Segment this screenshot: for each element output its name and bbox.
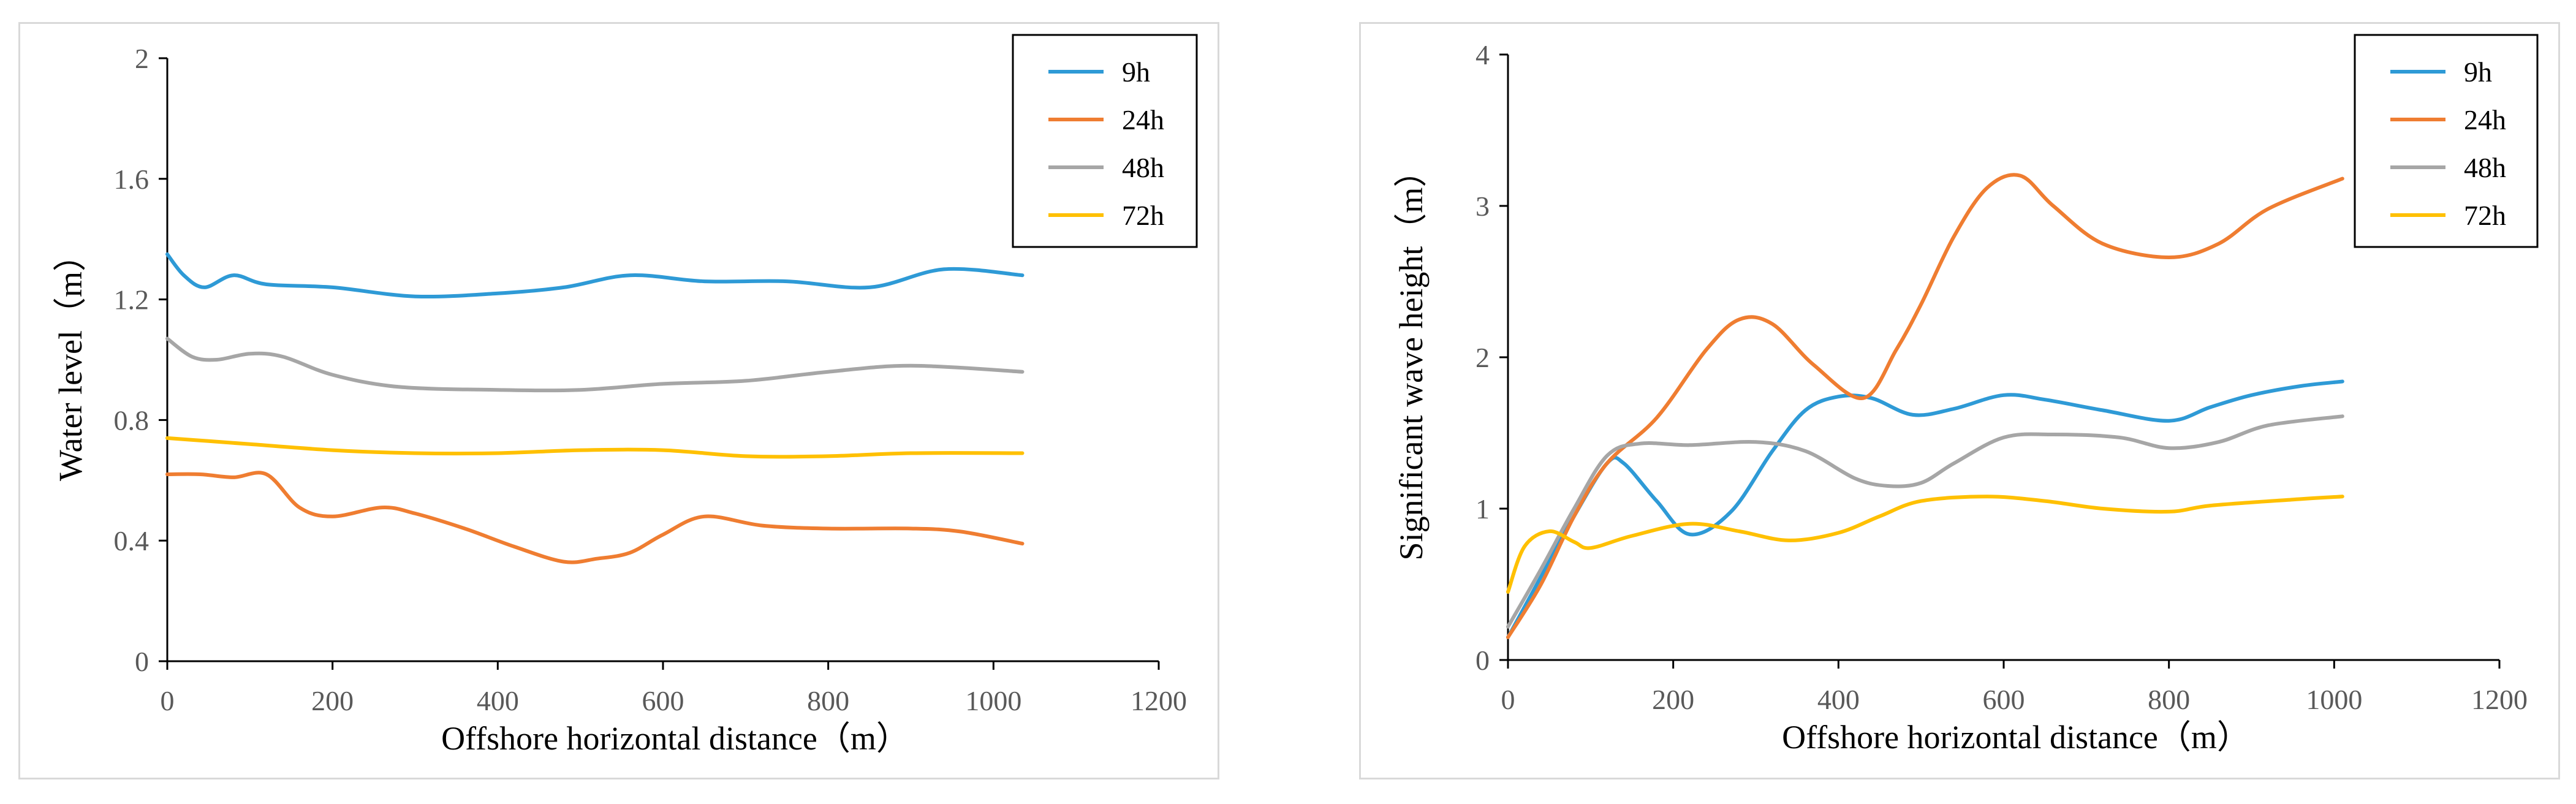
x-tick-label: 1200 [1131,685,1187,716]
y-axis-title: Significant wave height（m） [1393,154,1430,561]
legend-label-24h: 24h [2464,104,2506,135]
x-tick-label: 1000 [2306,684,2362,715]
legend-box [2354,34,2539,248]
x-tick-label: 400 [1817,684,1860,715]
legend-label-48h: 48h [2464,152,2506,183]
legend-label-9h: 9h [1122,56,1150,88]
x-tick-label: 1200 [2471,684,2528,715]
x-axis-title: Offshore horizontal distance（m） [441,720,909,757]
y-tick-label: 3 [1476,191,1490,222]
series-line-9h [165,252,1025,299]
series-line-48h [1506,414,2344,629]
series-line-72h [165,436,1025,459]
y-axis-title: Water level（m） [52,238,89,481]
series-line-72h [1506,495,2344,594]
x-tick-label: 200 [1652,684,1694,715]
x-tick-label: 600 [1983,684,2025,715]
y-tick-label: 0 [1476,645,1490,676]
x-tick-label: 1000 [965,685,1021,716]
x-axis-title: Offshore horizontal distance（m） [1782,719,2250,756]
series-line-24h [1506,173,2344,639]
x-tick-label: 800 [807,685,849,716]
legend-label-24h: 24h [1122,104,1164,135]
water-level-chart-svg: 0 0.4 0.8 1.2 1.6 2 0 200 400 600 800 1000 1200 Offsh… [52,34,1198,757]
wave-height-chart-svg: 0 1 2 3 4 0 200 400 600 800 1000 1200 Offshore horiz… [1393,34,2539,756]
y-tick-label: 2 [135,43,149,74]
series-line-9h [1506,379,2344,639]
y-tick-label: 1 [1476,493,1490,525]
legend-label-48h: 48h [1122,152,1164,183]
x-tick-label: 0 [161,685,175,716]
x-tick-label: 400 [477,685,519,716]
legend-box [1012,34,1198,248]
legend-label-72h: 72h [2464,200,2506,231]
series-line-48h [165,336,1025,393]
water-level-chart: 0 0.4 0.8 1.2 1.6 2 0 200 400 600 800 1000 1200 Offsh… [18,22,1219,779]
y-tick-label: 1.2 [114,284,150,316]
y-tick-label: 0 [135,646,149,677]
wave-height-chart: 0 1 2 3 4 0 200 400 600 800 1000 1200 Offshore horiz… [1359,22,2560,779]
x-tick-label: 800 [2148,684,2190,715]
x-tick-label: 600 [642,685,684,716]
y-tick-label: 2 [1476,342,1490,373]
y-tick-label: 1.6 [114,164,150,195]
y-tick-label: 4 [1476,39,1490,70]
x-tick-label: 0 [1501,684,1515,715]
y-tick-label: 0.8 [114,404,150,436]
x-tick-label: 200 [311,685,354,716]
legend-label-9h: 9h [2464,56,2492,88]
y-tick-label: 0.4 [114,525,150,556]
series-line-24h [165,471,1025,564]
legend-label-72h: 72h [1122,200,1164,231]
